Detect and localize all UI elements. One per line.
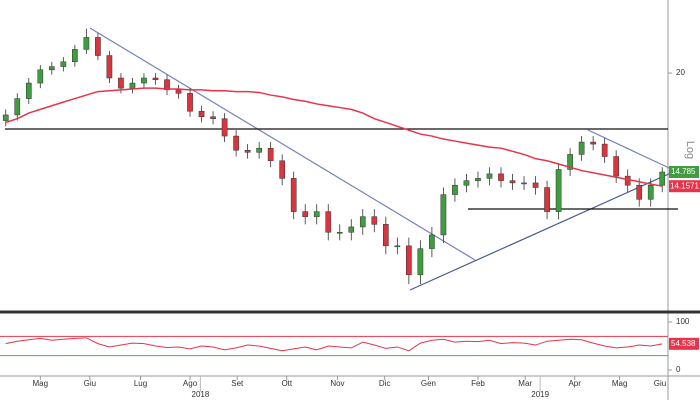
candle-body	[336, 231, 343, 234]
candle-body	[578, 141, 585, 155]
x-tick-label: Apr	[568, 379, 581, 388]
candle-body	[279, 160, 286, 179]
candle-body	[141, 77, 147, 84]
candle-body	[382, 224, 389, 247]
y-tick-label: 100	[676, 317, 690, 326]
candle-body	[37, 69, 44, 84]
y-tick-label: 20	[676, 68, 685, 77]
candle-body	[221, 118, 228, 137]
candle-body	[233, 135, 239, 151]
x-tick-label: Set	[231, 379, 244, 388]
candle-body	[48, 66, 55, 71]
last-price-label: 14.785	[671, 167, 696, 176]
candle-body	[187, 93, 193, 112]
candle-body	[659, 171, 666, 186]
candle-body	[175, 89, 182, 94]
rsi-label: 54.538	[671, 339, 696, 348]
y-scale-label: Log	[684, 141, 696, 159]
drawings	[5, 27, 683, 291]
candle-body	[313, 211, 320, 217]
x-tick-label: Mar	[518, 379, 532, 388]
x-tick-label: Mag	[612, 379, 628, 388]
candle-body	[198, 110, 205, 118]
candle-body	[647, 184, 654, 200]
ma-tag	[669, 180, 700, 193]
candle-body	[244, 149, 251, 153]
candle-body	[371, 216, 378, 225]
ma-label: 14.1571	[670, 181, 699, 190]
candle-body	[555, 169, 562, 212]
last-price-tag	[669, 165, 699, 178]
candle-body	[14, 98, 21, 116]
candle-body	[440, 194, 447, 236]
candle-body	[359, 216, 366, 228]
x-tick-label: Gen	[421, 379, 436, 388]
candle-body	[406, 245, 412, 276]
candle-body	[106, 55, 113, 79]
x-tick-label: Nov	[330, 379, 344, 388]
rsi-line	[5, 337, 663, 352]
candle-body	[509, 180, 516, 184]
trend-line	[89, 27, 476, 261]
moving-average	[5, 87, 663, 187]
candle-body	[325, 211, 332, 233]
x-tick-label: Ago	[183, 379, 198, 388]
trend-line	[587, 129, 683, 175]
candle-body	[256, 147, 262, 153]
candle-body	[348, 226, 355, 233]
candle-body	[72, 49, 78, 63]
candle-body	[624, 175, 631, 186]
x-tick-label: Giu	[84, 379, 96, 388]
candle-body	[267, 147, 274, 162]
candle-body	[394, 245, 401, 248]
candle-body	[60, 61, 67, 67]
candle-body	[590, 141, 596, 145]
y-tick-label: 0	[676, 365, 681, 374]
candle-body	[532, 182, 539, 188]
x-tick-label: Mag	[33, 379, 49, 388]
rsi-tag	[669, 337, 699, 350]
x-tick-label: Lug	[134, 379, 147, 388]
candle-body	[290, 178, 297, 212]
candle-body	[118, 77, 124, 89]
candle-body	[544, 187, 550, 212]
candle-body	[210, 116, 216, 119]
candle-body	[129, 82, 136, 89]
year-label: 2018	[192, 390, 210, 399]
candle-body	[601, 143, 608, 157]
candle-body	[498, 173, 504, 181]
candle-body	[302, 211, 309, 217]
candle-body	[452, 184, 458, 195]
candle-body	[2, 114, 9, 121]
candle-body	[475, 178, 481, 181]
candle-body	[521, 182, 527, 185]
x-tick-label: Feb	[471, 379, 485, 388]
candle-body	[486, 173, 493, 179]
candle-body	[613, 156, 620, 177]
candle-body	[152, 77, 159, 80]
candle-body	[25, 82, 32, 99]
candle-body	[429, 234, 435, 249]
candle-body	[463, 180, 470, 186]
x-tick-label: Giu	[654, 379, 666, 388]
candle-body	[164, 79, 170, 91]
candle-body	[567, 154, 573, 170]
candle-body	[95, 37, 101, 56]
candle-body	[636, 184, 643, 200]
candle-body	[83, 37, 90, 50]
x-tick-label: Ott	[281, 379, 292, 388]
x-tick-label: Dic	[379, 379, 391, 388]
year-label: 2019	[531, 390, 549, 399]
candle-body	[417, 248, 424, 276]
